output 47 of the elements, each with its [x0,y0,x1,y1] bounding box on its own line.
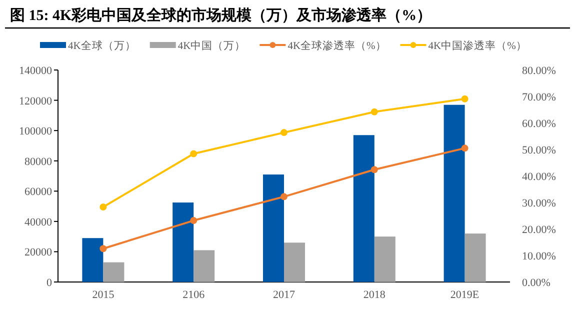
x-tick-label: 2019E [450,289,480,301]
y-tick-label: 120000 [19,95,52,108]
legend-label: 4K全球（万） [68,39,136,52]
point [461,95,468,102]
y2-tick-label: 50.00% [522,144,556,156]
x-tick-label: 2106 [182,289,206,301]
y-tick-label: 20000 [24,246,52,259]
y-tick-label: 60000 [24,186,52,198]
x-tick-label: 2015 [92,289,115,301]
bar [374,236,396,282]
bar [194,250,215,282]
point [280,129,288,136]
y2-tick-label: 60.00% [522,118,556,130]
point [280,193,288,200]
bar [353,135,374,282]
legend-label: 4K全球渗透率（%） [288,39,386,52]
legend-label: 4K中国（万） [178,39,246,52]
bar [284,242,305,282]
x-tick-label: 2017 [273,289,296,301]
y-tick-label: 140000 [19,65,52,77]
x-tick-label: 2018 [363,289,386,301]
bar [444,104,465,282]
point [100,204,107,211]
y-tick-label: 100000 [19,126,52,138]
y-tick-label: 0 [46,277,52,289]
point [370,108,378,116]
y2-tick-label: 70.00% [522,92,556,104]
y2-tick-label: 20.00% [522,224,556,236]
point [461,144,468,152]
y2-tick-label: 0.00% [522,277,550,289]
y2-tick-label: 30.00% [522,198,556,210]
point [190,150,198,158]
bar [464,234,486,282]
chart-title: 图 15: 4K彩电中国及全球的市场规模（万）及市场渗透率（%） [10,6,432,24]
legend-label: 4K中国渗透率（%） [428,39,527,52]
y2-tick-label: 10.00% [522,250,556,262]
point [100,245,107,252]
bar [172,202,194,282]
y2-tick-label: 80.00% [522,65,556,77]
y2-tick-label: 40.00% [522,171,556,183]
bar [263,174,284,282]
bar [103,262,124,282]
point [370,166,378,174]
bar [82,238,104,282]
y-tick-label: 40000 [24,216,52,228]
point [190,217,198,224]
y-tick-label: 80000 [24,156,52,168]
